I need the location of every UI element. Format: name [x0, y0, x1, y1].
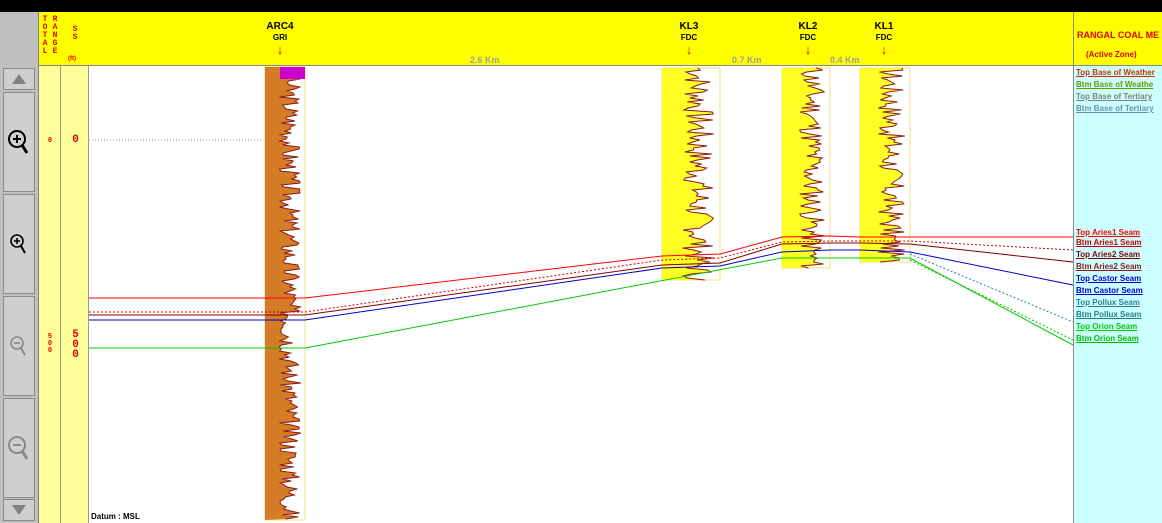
log-curve: [878, 67, 905, 263]
well-header-kl2[interactable]: KL2 FDC ↓: [790, 21, 826, 56]
scroll-up-icon: [12, 74, 26, 84]
log-curve: [681, 67, 714, 281]
zoom-in-button[interactable]: [3, 194, 35, 294]
distance-kl3-kl2: 0.7 Km: [732, 55, 762, 65]
well-arrow-icon: ↓: [880, 42, 888, 57]
datum-label: Datum : MSL: [91, 512, 140, 521]
zone-title: RANGAL COAL ME: [1077, 30, 1160, 40]
depth-label-left-0: 0: [47, 137, 53, 145]
log-fill: [265, 67, 301, 520]
log-curve: [277, 66, 303, 520]
horizon-item[interactable]: Btm Castor Seam: [1076, 286, 1143, 295]
horizon-item[interactable]: Btm Base of Weathe: [1076, 80, 1154, 89]
horizon-item[interactable]: Btm Orion Seam: [1076, 334, 1139, 343]
horizon-item[interactable]: Btm Aries1 Seam: [1076, 238, 1142, 247]
scroll-down-button[interactable]: [3, 499, 35, 521]
zoom-in-large-icon: [8, 130, 29, 154]
horizon-item[interactable]: Top Pollux Seam: [1076, 298, 1140, 307]
arc4-top-marker: [280, 67, 305, 79]
title-bar: [0, 0, 1162, 12]
zoom-toolbar: [0, 12, 39, 523]
scroll-up-button[interactable]: [3, 68, 35, 90]
horizon-item[interactable]: Top Base of Tertiary: [1076, 92, 1153, 101]
well-name: KL3: [679, 21, 699, 32]
horizon-item[interactable]: Top Orion Seam: [1076, 322, 1138, 331]
correlation-line-6: [909, 253, 1074, 323]
kl2-log-track: [781, 67, 831, 269]
horizon-panel-header: RANGAL COAL ME (Active Zone): [1074, 12, 1162, 66]
well-header-arc4[interactable]: ARC4 GRI ↓: [262, 21, 298, 56]
horizon-item[interactable]: Btm Aries2 Seam: [1076, 262, 1142, 271]
well-log-type: FDC: [799, 33, 817, 42]
well-log-type: FDC: [875, 33, 893, 42]
correlation-line-3: [89, 249, 1074, 321]
kl1-log-track: [859, 67, 911, 263]
kl3-log-track: [661, 67, 721, 281]
depth-label-right-0: 0: [72, 134, 79, 146]
horizon-item[interactable]: Top Aries2 Seam: [1076, 250, 1141, 259]
distance-arc4-kl3: 2.6 Km: [470, 55, 500, 65]
ss-unit-label: (ft): [68, 56, 76, 62]
correlation-line-4: [89, 257, 1074, 349]
depth-label-left-500: 5 0 0: [47, 333, 53, 355]
zoom-in-large-button[interactable]: [3, 92, 35, 192]
well-name: KL2: [798, 21, 818, 32]
ss-header: [61, 12, 89, 66]
well-arrow-icon: ↓: [685, 42, 693, 57]
well-name: KL1: [874, 21, 894, 32]
well-header-bar: [89, 12, 1073, 66]
well-arrow-icon: ↓: [804, 42, 812, 57]
horizon-item[interactable]: Top Castor Seam: [1076, 274, 1142, 283]
zoom-out-large-icon: [8, 436, 29, 460]
well-arrow-icon: ↓: [276, 42, 284, 57]
correlation-line-2: [89, 242, 1074, 316]
well-log-type: GRI: [272, 33, 288, 42]
scroll-down-icon: [12, 505, 26, 515]
zoom-out-large-button[interactable]: [3, 398, 35, 498]
correlation-line-5: [909, 259, 1074, 341]
zoom-out-button[interactable]: [3, 296, 35, 396]
correlation-line-1: [89, 240, 1074, 313]
horizon-item[interactable]: Top Aries1 Seam: [1076, 228, 1141, 237]
total-range-header: [39, 12, 61, 66]
horizon-item[interactable]: Top Base of Weather: [1076, 68, 1155, 77]
depth-label-right-500: 5 0 0: [72, 329, 79, 361]
total-header-label: T O T A L: [42, 15, 48, 56]
well-name: ARC4: [266, 21, 294, 32]
log-fill: [782, 68, 825, 268]
log-curve: [799, 67, 826, 269]
zoom-in-icon: [10, 234, 26, 254]
well-header-kl3[interactable]: KL3 FDC ↓: [671, 21, 707, 56]
horizon-legend-panel: RANGAL COAL ME (Active Zone) Top Base of…: [1073, 12, 1162, 523]
arc4-log-track: [264, 66, 306, 521]
horizon-item[interactable]: Btm Pollux Seam: [1076, 310, 1142, 319]
horizon-item[interactable]: Btm Base of Tertiary: [1076, 104, 1154, 113]
ss-scale: [61, 12, 89, 523]
range-header-label: R A N G E: [52, 15, 58, 56]
zone-subtitle: (Active Zone): [1086, 50, 1137, 59]
total-range-scale: [39, 12, 61, 523]
well-header-kl1[interactable]: KL1 FDC ↓: [866, 21, 902, 56]
correlation-line-0: [89, 235, 1073, 299]
well-log-type: FDC: [680, 33, 698, 42]
distance-kl2-kl1: 0.4 Km: [830, 55, 860, 65]
ss-header-label: S S: [72, 25, 78, 42]
zoom-out-icon: [10, 336, 26, 356]
